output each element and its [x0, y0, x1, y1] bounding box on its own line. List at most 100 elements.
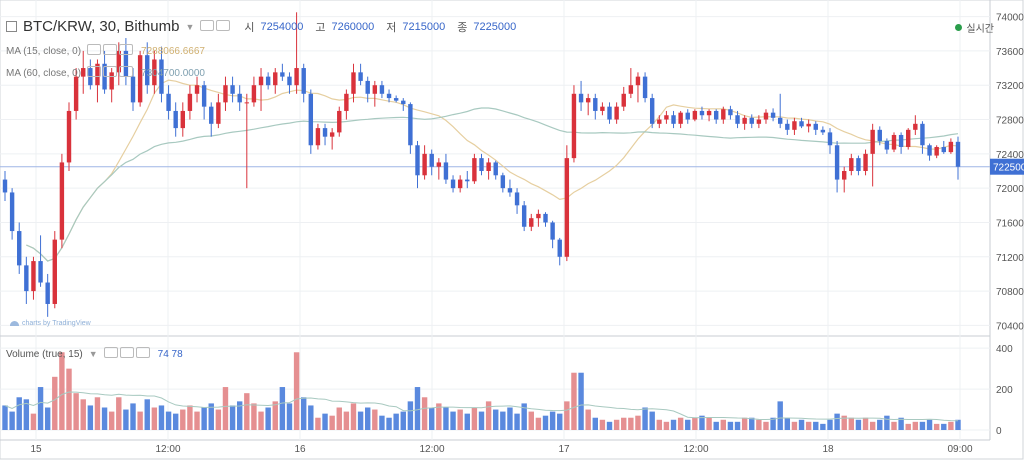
candle-body [216, 102, 221, 124]
close-icon[interactable] [119, 66, 134, 77]
volume-bar [834, 413, 840, 430]
volume-bar [59, 352, 65, 430]
volume-bar [215, 409, 222, 430]
candle-body [756, 119, 762, 124]
time-tick-label: 17 [558, 444, 570, 455]
volume-bar [379, 415, 385, 430]
volume-bar [578, 372, 584, 430]
ma60-legend[interactable]: MA (60, close, 0) 7304700.0000 [6, 66, 205, 80]
gear-icon[interactable] [119, 347, 134, 358]
candle-body [898, 134, 904, 147]
eye-icon[interactable] [103, 347, 118, 358]
volume-bar [336, 407, 342, 430]
symbol-title[interactable]: BTC/KRW, 30, Bithumb [23, 18, 180, 35]
gear-icon[interactable] [103, 66, 118, 77]
candle-body [934, 146, 939, 156]
eye-icon[interactable] [87, 66, 102, 77]
time-tick-label: 12:00 [419, 444, 444, 455]
ma15-label: MA (15, close, 0) [6, 45, 82, 57]
close-icon[interactable] [135, 347, 150, 358]
candle-body [415, 145, 420, 176]
volume-bar [400, 411, 406, 430]
candle-body [472, 158, 477, 182]
chevron-down-icon[interactable]: ▼ [88, 349, 98, 359]
candle-body [856, 158, 861, 171]
candle-body [137, 55, 143, 103]
volume-bar [798, 419, 805, 430]
volume-bar [699, 415, 705, 430]
candle-body [657, 119, 662, 124]
volume-bar [286, 403, 293, 430]
collapse-icon[interactable] [6, 21, 17, 32]
volume-bar [94, 397, 101, 430]
volume-bar [606, 421, 613, 430]
candle-body [2, 179, 8, 193]
candle-body [308, 93, 314, 146]
volume-bar [44, 407, 51, 430]
candle-body [443, 162, 449, 180]
last-price-tag [990, 158, 1024, 175]
candle-body [251, 85, 257, 103]
candle-body [770, 112, 776, 118]
candle-body [457, 179, 463, 189]
price-tick-label: 7280000 [996, 116, 1024, 127]
live-indicator[interactable]: 실시간 [955, 20, 994, 35]
candle-body [301, 68, 306, 94]
watermark[interactable]: charts by TradingView [10, 320, 91, 327]
candle-body [429, 153, 434, 167]
candle-body [735, 115, 740, 124]
volume-bar [507, 407, 513, 430]
candle-body [230, 85, 235, 94]
candle-body [877, 129, 882, 141]
volume-bar [862, 417, 869, 430]
volume-bar [635, 415, 641, 430]
volume-bar [692, 417, 698, 430]
volume-bar [734, 421, 741, 430]
volume-bar [642, 407, 648, 430]
volume-bar [229, 405, 236, 430]
volume-bar [500, 411, 506, 430]
price-tick-label: 7200000 [996, 184, 1024, 195]
ohlc-high-value: 7260000 [331, 20, 375, 33]
volume-bar [599, 419, 606, 430]
eye-icon[interactable] [87, 44, 102, 55]
live-label: 실시간 [966, 24, 994, 35]
candle-body [351, 72, 356, 94]
candle-body [763, 112, 769, 120]
gear-icon[interactable] [216, 19, 231, 31]
volume-bar [613, 419, 620, 430]
candle-body [258, 76, 264, 86]
volume-values: 74 78 [157, 348, 183, 360]
volume-bar [386, 417, 392, 430]
ohlc-close-value: 7225000 [473, 20, 517, 33]
volume-bar [891, 421, 897, 430]
candle-body [585, 98, 591, 103]
volume-bar [279, 387, 286, 430]
time-tick-label: 12:00 [683, 444, 708, 455]
volume-tick-label: 400 [996, 344, 1013, 355]
time-tick-label: 12:00 [155, 444, 180, 455]
candle-body [152, 59, 157, 86]
price-tick-label: 7320000 [996, 81, 1024, 92]
candle-body [664, 115, 669, 120]
ohlc-low-value: 7215000 [402, 20, 446, 33]
volume-bar [2, 405, 8, 430]
candle-body [813, 123, 818, 130]
gear-icon[interactable] [103, 44, 118, 55]
volume-legend[interactable]: Volume (true, 15) ▼ 74 78 [6, 347, 183, 361]
candle-body [194, 85, 200, 94]
chevron-down-icon[interactable]: ▼ [185, 21, 195, 32]
close-icon[interactable] [119, 44, 134, 55]
price-tick-label: 7360000 [996, 47, 1024, 58]
candle-body [486, 162, 491, 171]
ma60-label: MA (60, close, 0) [6, 67, 82, 79]
volume-label: Volume (true, 15) [6, 348, 83, 360]
volume-bar [30, 413, 37, 430]
volume-bar [685, 419, 691, 430]
ma15-legend[interactable]: MA (15, close, 0) 7288066.6667 [6, 44, 205, 58]
eye-icon[interactable] [200, 19, 215, 31]
candle-body [45, 282, 50, 304]
price-tick-label: 7240000 [996, 150, 1024, 161]
